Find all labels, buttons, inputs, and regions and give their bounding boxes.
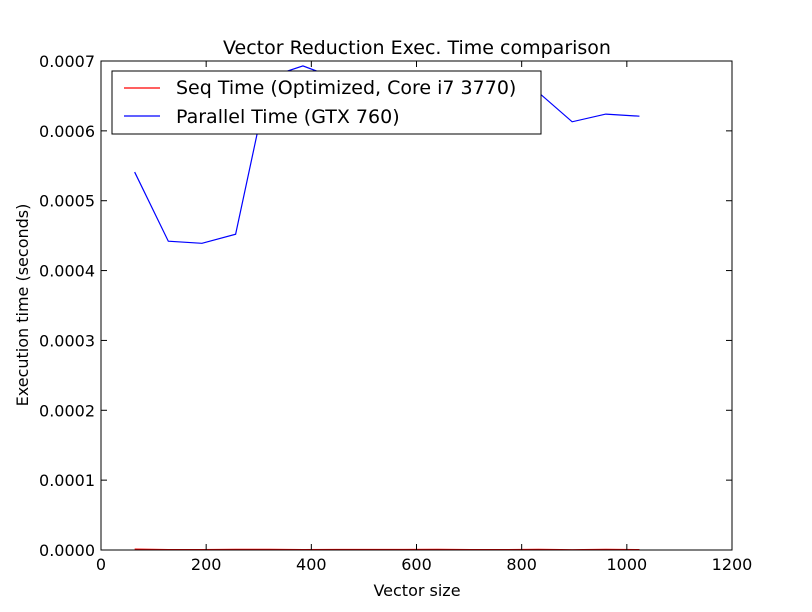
y-tick-label: 0.0005	[39, 192, 95, 211]
x-tick-label: 0	[96, 555, 106, 574]
x-tick-label: 800	[506, 555, 537, 574]
y-tick-label: 0.0002	[39, 401, 95, 420]
x-tick-label: 200	[191, 555, 222, 574]
legend-label-seq: Seq Time (Optimized, Core i7 3770)	[176, 77, 516, 99]
x-tick-label: 1200	[712, 555, 753, 574]
y-tick-label: 0.0001	[39, 471, 95, 490]
y-tick-label: 0.0004	[39, 262, 95, 281]
chart-title: Vector Reduction Exec. Time comparison	[223, 37, 611, 59]
legend: Seq Time (Optimized, Core i7 3770) Paral…	[112, 71, 541, 134]
y-tick-label: 0.0006	[39, 122, 95, 141]
x-axis-label: Vector size	[373, 581, 460, 600]
y-tick-label: 0.0003	[39, 331, 95, 350]
legend-label-parallel: Parallel Time (GTX 760)	[176, 106, 400, 128]
x-tick-label: 600	[401, 555, 432, 574]
x-tick-label: 1000	[606, 555, 647, 574]
y-tick-label: 0.0000	[39, 541, 95, 560]
y-axis-label: Execution time (seconds)	[13, 204, 32, 407]
y-tick-label: 0.0007	[39, 52, 95, 71]
x-tick-label: 400	[296, 555, 327, 574]
